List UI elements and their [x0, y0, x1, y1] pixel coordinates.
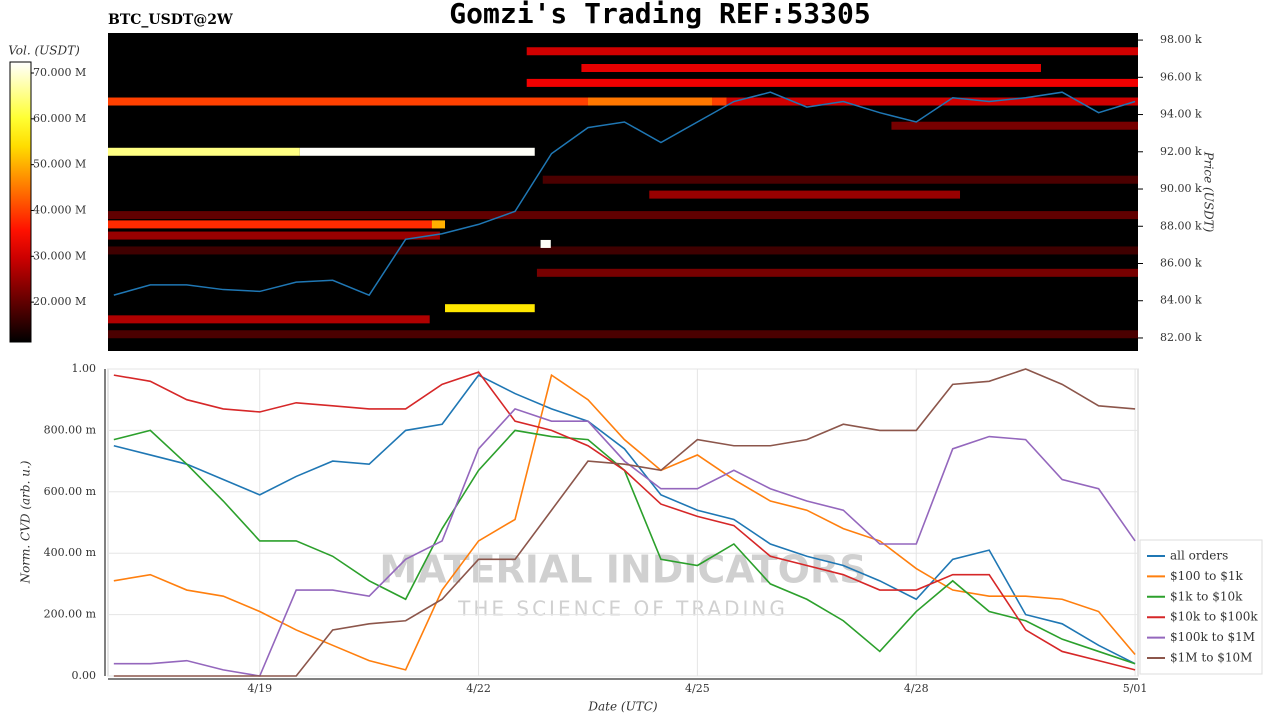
order-level	[726, 97, 1138, 106]
y-tick-label: 92.00 k	[1160, 145, 1202, 158]
order-level	[108, 220, 440, 229]
x-tick-label: 4/19	[247, 682, 272, 695]
legend-label: all orders	[1170, 549, 1228, 563]
order-level	[581, 64, 1041, 73]
x-axis-title: Date (UTC)	[587, 700, 657, 714]
order-level	[108, 246, 1138, 255]
legend-label: $1k to $10k	[1170, 589, 1243, 603]
legend: all orders $100 to $1k $1k to $10k $10k to …	[1139, 539, 1263, 675]
order-level	[108, 211, 1138, 220]
colorbar-tick-label: 20.000 M	[33, 295, 86, 308]
cvd-plot-area	[107, 368, 1139, 677]
y-tick-label: 96.00 k	[1160, 70, 1202, 83]
y-tick-label: 82.00 k	[1160, 331, 1202, 344]
order-level	[891, 121, 1138, 130]
order-level	[431, 220, 446, 229]
y-tick-label: 1.00	[72, 362, 97, 375]
symbol-label: BTC_USDT@2W	[108, 12, 233, 28]
price-line	[113, 91, 1136, 297]
x-tick-label: 4/28	[904, 682, 929, 695]
x-tick-label: 4/22	[466, 682, 491, 695]
cvd-line	[113, 371, 1136, 671]
order-level	[536, 268, 1138, 277]
y-axis-title: Price (USDT)	[1202, 151, 1216, 233]
colorbar	[9, 61, 32, 343]
order-level	[108, 315, 430, 324]
y-tick-label: 90.00 k	[1160, 182, 1202, 195]
watermark-subtitle: THE SCIENCE OF TRADING	[457, 597, 788, 621]
order-level	[540, 239, 551, 248]
y-tick-label: 84.00 k	[1160, 294, 1202, 307]
y-tick-label: 600.00 m	[44, 485, 97, 498]
chart-title: Gomzi's Trading REF:53305	[449, 0, 870, 30]
legend-label: $100k to $1M	[1170, 630, 1255, 644]
cvd-line	[113, 407, 1136, 677]
order-level	[445, 304, 535, 313]
colorbar-tick-label: 60.000 M	[33, 112, 86, 125]
colorbar-tick-label: 50.000 M	[33, 158, 86, 171]
y-tick-label: 88.00 k	[1160, 219, 1202, 232]
colorbar-label: Vol. (USDT)	[8, 44, 80, 58]
order-level	[108, 330, 1138, 339]
order-level	[649, 190, 961, 199]
cvd-line	[113, 374, 1136, 665]
watermark: MATERIAL INDICATORS	[379, 548, 866, 592]
order-level	[587, 97, 712, 106]
colorbar-tick-label: 30.000 M	[33, 249, 86, 262]
order-level	[299, 147, 535, 156]
y-tick-label: 0.00	[72, 669, 97, 682]
colorbar-tick-label: 70.000 M	[33, 66, 86, 79]
legend-label: $10k to $100k	[1170, 610, 1258, 624]
order-level	[526, 78, 1138, 87]
x-tick-label: 4/25	[685, 682, 710, 695]
order-level	[108, 147, 300, 156]
y-tick-label: 800.00 m	[44, 423, 97, 436]
y-tick-label: 86.00 k	[1160, 256, 1202, 269]
y-tick-label: 400.00 m	[44, 546, 97, 559]
y-tick-label: 98.00 k	[1160, 33, 1202, 46]
x-tick-label: 5/01	[1123, 682, 1148, 695]
y-tick-label: 94.00 k	[1160, 108, 1202, 121]
order-level	[108, 231, 440, 240]
legend-label: $1M to $10M	[1170, 651, 1252, 665]
order-level	[108, 97, 727, 106]
cvd-line	[113, 368, 1136, 677]
order-level	[542, 175, 1138, 184]
y-tick-label: 200.00 m	[44, 608, 97, 621]
legend-label: $100 to $1k	[1170, 569, 1243, 583]
y-axis-title: Norm. CVD (arb. u.)	[19, 460, 33, 584]
order-level	[526, 47, 1138, 56]
colorbar-tick-label: 40.000 M	[33, 203, 86, 216]
